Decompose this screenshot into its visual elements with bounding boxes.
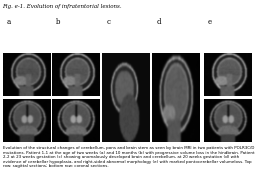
- Text: b: b: [56, 18, 61, 26]
- Text: e: e: [207, 18, 211, 26]
- Text: a: a: [6, 18, 11, 26]
- Text: c: c: [106, 18, 110, 26]
- Text: Evolution of the structural changes of cerebellum, pons and brain stem as seen b: Evolution of the structural changes of c…: [3, 146, 254, 169]
- Text: d: d: [156, 18, 161, 26]
- Text: Fig. e-1. Evolution of infratentorial lesions.: Fig. e-1. Evolution of infratentorial le…: [3, 4, 122, 9]
